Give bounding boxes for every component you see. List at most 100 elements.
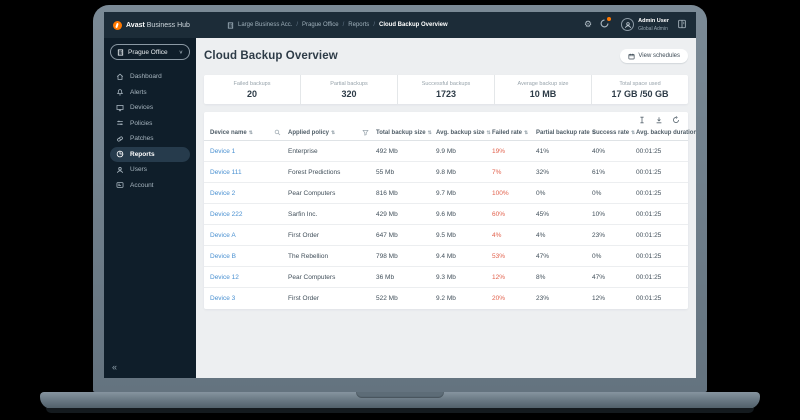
device-name-link[interactable]: Device A [210,231,236,239]
sidebar-item-users[interactable]: Users [110,162,190,178]
sidebar-collapse-button[interactable]: « [112,362,118,372]
sidebar-item-account[interactable]: Account [110,178,190,194]
search-icon[interactable] [274,129,288,136]
user-name: Admin User [638,18,669,25]
sidebar-item-patches[interactable]: Patches [110,131,190,147]
breadcrumb-item[interactable]: Reports [348,22,370,28]
table-body: Device 1 Enterprise 492 Mb 9.9 Mb 19% 41% 40% 0… [204,141,688,309]
avg-cell: 9.9 Mb [436,147,456,155]
column-header-device-name[interactable]: Device name ⇅ [210,129,253,136]
device-name-link[interactable]: Device 2 [210,189,236,197]
stat-value: 17 GB /50 GB [611,88,669,99]
applied-policy-cell: First Order [288,231,320,239]
success-cell: 47% [592,273,606,281]
sort-icon[interactable]: ⇅ [248,129,253,136]
sidebar-item-devices[interactable]: Devices [110,100,190,116]
column-width-icon[interactable] [638,116,646,124]
device-name-link[interactable]: Device 1 [210,147,236,155]
view-schedules-button[interactable]: View schedules [620,49,688,63]
stat-label: Partial backups [330,80,368,87]
column-header-success-rate[interactable]: Success rate ⇅ [592,129,636,136]
stat-label: Successful backups [421,80,471,87]
table-toolbar [204,112,688,125]
success-cell: 0% [592,252,602,260]
download-icon[interactable] [655,116,663,124]
app-window: Avast Business Hub Large Business Acc. /… [104,12,696,378]
avg-cell: 9.7 Mb [436,189,456,197]
applied-policy-cell: Pear Computers [288,189,336,197]
applied-policy-cell: The Rebellion [288,252,329,260]
table-row: Device 222 Sarfin Inc. 429 Mb 9.6 Mb 60% 45% 1… [204,204,688,225]
filter-icon[interactable] [362,129,376,136]
device-name-link[interactable]: Device 12 [210,273,239,281]
failed-cell: 19% [492,147,506,155]
column-header-total-backup-size[interactable]: Total backup size ⇅ [376,129,432,136]
user-menu[interactable]: Admin User Global Admin [621,18,669,32]
sort-icon[interactable]: ⇅ [427,129,432,136]
duration-cell: 00:01:25 [636,252,662,260]
breadcrumb-item[interactable]: Large Business Acc. [238,22,293,28]
column-header-avg-backup-duration[interactable]: Avg. backup duration⇅ [636,129,696,136]
stat-label: Failed backups [233,80,271,87]
sidebar-item-label: Patches [130,135,154,143]
sort-icon[interactable]: ⇅ [331,129,336,136]
stat-partial-backups: Partial backups 320 [300,75,397,104]
total-cell: 816 Mb [376,189,398,197]
site-selector-dropdown[interactable]: Prague Office ∨ [110,44,190,60]
avg-cell: 9.6 Mb [436,210,456,218]
notification-badge [607,17,612,22]
device-name-link[interactable]: Device B [210,252,237,260]
sidebar-item-reports[interactable]: Reports [110,146,190,162]
brand-logo: Avast Business Hub [113,20,205,30]
sliders-icon [117,120,123,126]
table-row: Device B The Rebellion 798 Mb 9.4 Mb 53% 47% 0… [204,246,688,267]
device-name-link[interactable]: Device 222 [210,210,243,218]
notifications-pie-icon[interactable] [600,17,612,30]
stat-failed-backups: Failed backups 20 [204,75,300,104]
avatar [621,18,635,32]
column-header-failed-rate[interactable]: Failed rate ⇅ [492,129,529,136]
column-header-partial-backup-rate[interactable]: Partial backup rate ⇅ [536,129,596,136]
applied-policy-cell: First Order [288,295,320,302]
table-row: Device 1 Enterprise 492 Mb 9.9 Mb 19% 41% 40% 0… [204,141,688,162]
device-name-link[interactable]: Device 3 [210,295,236,302]
sort-icon[interactable]: ⇅ [486,129,491,136]
duration-cell: 00:01:25 [636,147,662,155]
site-selector-label: Prague Office [128,48,168,56]
page-title: Cloud Backup Overview [204,50,338,62]
building-icon [117,48,124,56]
sidebar-item-policies[interactable]: Policies [110,116,190,132]
sort-icon[interactable]: ⇅ [591,129,596,136]
duration-cell: 00:01:25 [636,189,662,197]
failed-cell: 20% [492,295,506,302]
partial-cell: 4% [536,231,546,239]
laptop-base [40,392,760,409]
success-cell: 23% [592,231,606,239]
stat-value: 320 [341,88,357,99]
total-cell: 36 Mb [376,273,395,281]
sort-icon[interactable]: ⇅ [524,129,529,136]
sort-icon[interactable]: ⇅ [631,129,636,136]
device-name-link[interactable]: Device 111 [210,168,242,176]
table-header-row: Device name ⇅ Applied policy ⇅ Total backu… [204,125,696,141]
breadcrumb-item[interactable]: Prague Office [302,22,339,28]
sidebar-item-dashboard[interactable]: Dashboard [110,69,190,85]
settings-gear-icon[interactable]: ⚙ [584,19,593,30]
sidebar-item-alerts[interactable]: Alerts [110,85,190,101]
table-row: Device 3 First Order 522 Mb 9.2 Mb 20% 23% 12%… [204,288,688,309]
stat-average-backup-size: Average backup size 10 MB [494,75,591,104]
duration-cell: 00:01:25 [636,210,662,218]
avg-cell: 9.4 Mb [436,252,456,260]
topbar: Avast Business Hub Large Business Acc. /… [104,12,696,38]
column-header-applied-policy[interactable]: Applied policy ⇅ [288,129,336,136]
refresh-icon[interactable] [672,115,680,124]
patch-icon [117,136,123,142]
console-switcher-icon[interactable] [677,19,687,31]
breadcrumb-separator: / [296,22,299,28]
account-card-icon [116,182,124,189]
duration-cell: 00:01:25 [636,295,662,302]
column-header-avg-backup-size[interactable]: Avg. backup size ⇅ [436,129,491,136]
avg-cell: 9.2 Mb [436,295,456,302]
applied-policy-cell: Sarfin Inc. [288,210,318,218]
table-row: Device 2 Pear Computers 816 Mb 9.7 Mb 100% 0%… [204,183,688,204]
